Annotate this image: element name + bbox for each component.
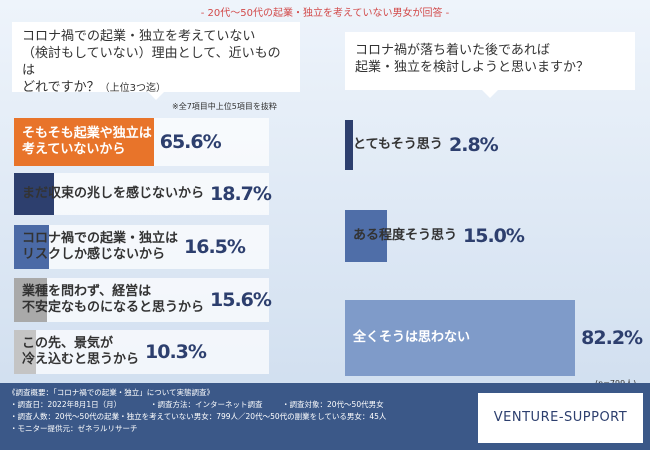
bar	[14, 118, 154, 166]
label-box	[14, 225, 269, 269]
note: ※全7項目中上位5項目を抜粋	[172, 102, 277, 111]
bar-row: この先、景気が 冷え込むと思うから 10.3%	[14, 330, 304, 374]
survey-item: ・調査方法：インターネット調査	[150, 400, 263, 409]
value-label: 15.0%	[463, 225, 525, 247]
bar	[14, 173, 54, 215]
category-label: この先、景気が 冷え込むと思うから	[22, 336, 140, 367]
category-label: 全くそうは思わない	[353, 330, 471, 345]
question: コロナ禍での起業・独立を考えていない （検討もしていない）理由として、近いものは…	[22, 29, 281, 95]
bar-row: 業種を問わず、経営は 不安定なものになると思うから 15.6%	[14, 278, 304, 322]
category-label: ある程度そう思う	[353, 228, 458, 243]
label-box	[14, 278, 269, 322]
category-label: まだ収束の兆しを感じないから	[22, 186, 205, 201]
label-box	[14, 173, 269, 215]
bar	[14, 225, 50, 269]
question-note: （上位3つ迄）	[99, 83, 166, 94]
value-label: 65.6%	[159, 131, 222, 153]
question-box: コロナ禍での起業・独立を考えていない （検討もしていない）理由として、近いものは…	[12, 22, 300, 100]
category-label: とてもそう思う	[353, 137, 443, 152]
header: - 20代～50代の起業・独立を考えていない男女が回答 -	[200, 8, 450, 19]
bar	[345, 210, 387, 262]
bar-row: ある程度そう思う 15.0%	[345, 210, 635, 262]
category-label: そもそも起業や独立は 考えていないから	[22, 126, 152, 157]
survey-item: ・モニター提供元：ゼネラルリサーチ	[10, 424, 138, 433]
survey-item: ・調査対象：20代～50代男女	[282, 400, 384, 409]
bar-row: まだ収束の兆しを感じないから 18.7%	[14, 173, 304, 215]
value-label: 16.5%	[184, 236, 246, 258]
bar-row: コロナ禍での起業・独立は リスクしか感じないから 16.5%	[14, 225, 304, 269]
logo: VENTURE-SUPPORT	[478, 393, 643, 443]
survey-item: ・調査人数：20代～50代の起業・独立を考えていない男女：799人／20代～50…	[10, 412, 387, 421]
bar	[345, 300, 576, 376]
value-label: 10.3%	[145, 341, 207, 363]
bar-row: そもそも起業や独立は 考えていないから 65.6%	[14, 118, 304, 166]
survey-title: 《調査概要：「コロナ禍での起業・独立」について実態調査》	[8, 388, 215, 397]
question: コロナ禍が落ち着いた後であれば 起業・独立を検討しようと思いますか？	[345, 32, 635, 98]
label-box	[14, 330, 269, 374]
category-label: 業種を問わず、経営は 不安定なものになると思うから	[22, 284, 205, 315]
bar-row: とてもそう思う 2.8%	[345, 120, 635, 170]
bar-row: 全くそうは思わない 82.2%	[345, 300, 643, 376]
value-label: 82.2%	[581, 327, 643, 349]
value-label: 18.7%	[210, 183, 272, 205]
value-label: 15.6%	[210, 289, 272, 311]
bar	[345, 120, 353, 170]
survey-item: ・調査日：2022年8月1日（月）	[10, 400, 122, 409]
category-label: コロナ禍での起業・独立は リスクしか感じないから	[22, 231, 179, 262]
bar	[14, 278, 48, 322]
value-label: 2.8%	[449, 134, 499, 156]
bar	[14, 330, 36, 374]
